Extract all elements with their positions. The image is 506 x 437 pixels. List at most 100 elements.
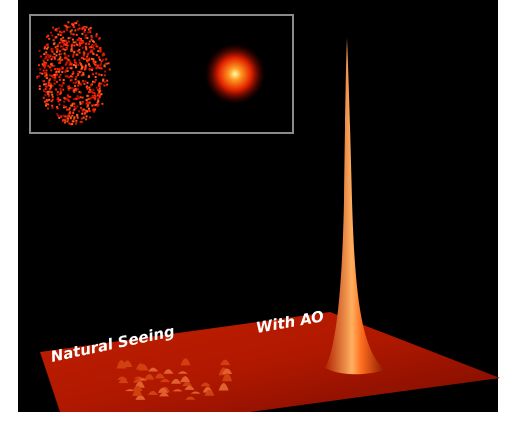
speckle (60, 53, 62, 55)
speckle (48, 38, 50, 40)
speckle (81, 71, 83, 73)
speckle (39, 72, 41, 74)
speckle (64, 43, 66, 45)
speckle (98, 74, 100, 76)
speckle (98, 91, 100, 93)
speckle (59, 84, 61, 86)
speckle (51, 100, 53, 102)
speckle (51, 50, 53, 52)
speckle (100, 83, 102, 85)
speckle (73, 33, 75, 35)
speckle (58, 62, 60, 64)
speckle (47, 107, 49, 109)
speckle (86, 95, 88, 97)
speckle (69, 112, 71, 114)
speckle (85, 43, 87, 45)
speckle (79, 62, 81, 64)
speckle (90, 84, 92, 86)
speckle (89, 110, 91, 112)
speckle (59, 79, 61, 81)
speckle (80, 39, 82, 41)
speckle (75, 123, 77, 125)
speckle (91, 105, 93, 107)
speckle (85, 65, 87, 67)
speckle (78, 59, 80, 61)
speckle (91, 36, 93, 38)
speckle (43, 80, 45, 82)
speckle (100, 63, 102, 65)
speckle (65, 25, 67, 27)
speckle (87, 88, 89, 90)
speckle (82, 72, 84, 74)
speckle (86, 86, 88, 88)
speckle (73, 45, 75, 47)
speckle (57, 34, 59, 36)
speckle (61, 32, 63, 34)
speckle (96, 33, 98, 35)
speckle (66, 67, 68, 69)
speckle (44, 101, 46, 103)
speckle (80, 64, 82, 66)
speckle (58, 100, 60, 102)
speckle (77, 95, 79, 97)
speckle (61, 68, 63, 70)
speckle (69, 96, 71, 98)
speckle (51, 58, 53, 60)
speckle (84, 27, 86, 29)
speckle (77, 64, 79, 66)
speckle (89, 89, 91, 91)
speckle (46, 70, 48, 72)
speckle (51, 91, 53, 93)
speckle (71, 45, 73, 47)
speckle (52, 99, 54, 101)
speckle (52, 56, 54, 58)
speckle (66, 42, 68, 44)
speckle (60, 34, 62, 36)
ao-comparison-image: Natural Seeing With AO (0, 0, 506, 437)
speckle (77, 39, 79, 41)
speckle (59, 104, 61, 106)
speckle (92, 97, 94, 99)
speckle (72, 73, 74, 75)
speckle (51, 94, 53, 96)
speckle (61, 59, 63, 61)
speckle (81, 113, 83, 115)
speckle (99, 59, 101, 61)
speckle (104, 81, 106, 83)
speckle (67, 95, 69, 97)
speckle (95, 44, 97, 46)
speckle (74, 89, 76, 91)
speckle (48, 95, 50, 97)
speckle (88, 63, 90, 65)
speckle (70, 105, 72, 107)
speckle (68, 100, 70, 102)
speckle (52, 96, 54, 98)
speckle (63, 115, 65, 117)
speckle (65, 75, 67, 77)
speckle (86, 101, 88, 103)
speckle (59, 56, 61, 58)
speckle (88, 87, 90, 89)
speckle (69, 37, 71, 39)
speckle (53, 39, 55, 41)
speckle (80, 103, 82, 105)
speckle (72, 112, 74, 114)
speckle (45, 91, 47, 93)
speckle (69, 107, 71, 109)
speckle (51, 75, 53, 77)
speckle (70, 33, 72, 35)
speckle (48, 79, 50, 81)
speckle (38, 75, 40, 77)
speckle (75, 78, 77, 80)
speckle (82, 41, 84, 43)
speckle (89, 29, 91, 31)
speckle (95, 76, 97, 78)
speckle (40, 56, 42, 58)
speckle (65, 106, 67, 108)
speckle (56, 48, 58, 50)
speckle (43, 97, 45, 99)
speckle (74, 116, 76, 118)
speckle (87, 82, 89, 84)
speckle (54, 56, 56, 58)
speckle (61, 85, 63, 87)
